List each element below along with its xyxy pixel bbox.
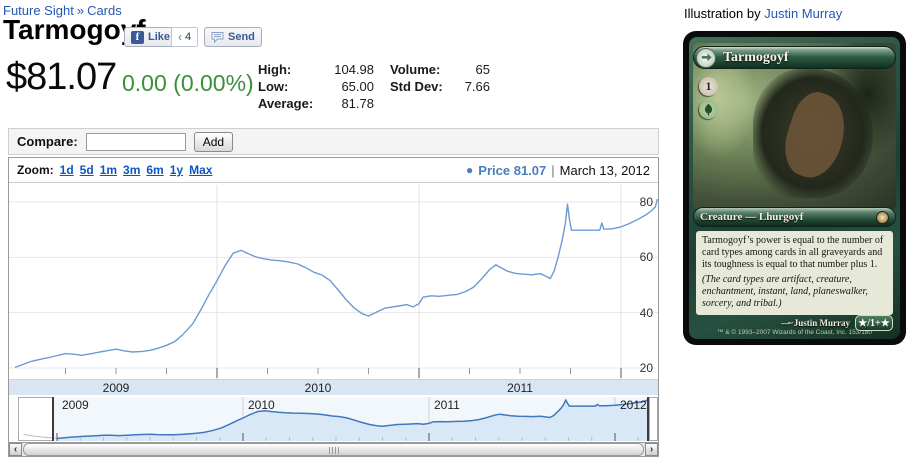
like-count-bubble: ‹ 4: [171, 27, 199, 47]
stat-label: Std Dev:: [390, 79, 443, 94]
stat-label: Volume:: [390, 62, 441, 77]
zoom-range-max[interactable]: Max: [189, 163, 213, 177]
zoom-controls: Zoom: 1d 5d 1m 3m 6m 1y Max: [17, 161, 212, 179]
arrow-icon: [701, 53, 712, 62]
stat-label: Low:: [258, 79, 289, 94]
zoom-range-3m[interactable]: 3m: [123, 163, 141, 177]
card-reminder-text: (The card types are artifact, creature, …: [702, 274, 868, 309]
breadcrumb-cards-link[interactable]: Cards: [87, 3, 122, 18]
set-rarity-icon: [876, 210, 889, 224]
scrollbar-right-arrow-icon[interactable]: ›: [645, 443, 658, 456]
chart-date: March 13, 2012: [559, 162, 650, 178]
generic-mana-icon: 1: [699, 77, 718, 96]
mana-cost: 1: [699, 77, 718, 119]
facebook-send-button[interactable]: Send: [204, 27, 262, 47]
y-axis-label: 40: [639, 305, 653, 320]
y-axis-label: 20: [639, 361, 653, 375]
chart-scrollbar[interactable]: ‹ ›: [9, 442, 658, 456]
page-title: Tarmogoyf: [3, 14, 146, 45]
stat-value: 104.98: [334, 62, 374, 77]
zoom-range-5d[interactable]: 5d: [79, 163, 94, 177]
chart-legend: ● Price 81.07 | March 13, 2012: [466, 163, 650, 178]
scrollbar-thumb[interactable]: [23, 443, 644, 456]
card-type-line: Creature — Lhurgoyf: [700, 211, 804, 223]
green-mana-icon: [699, 100, 718, 119]
speech-bubble-icon: [211, 32, 224, 43]
x-axis-label: 2009: [102, 381, 130, 395]
compare-bar: Compare: Add: [8, 128, 659, 155]
card-image: Tarmogoyf 1 Creature — Lhurgoyf Tarmogoy…: [683, 31, 906, 345]
chart-plot: [9, 185, 658, 441]
price-change: 0.00 (0.00%): [122, 70, 254, 96]
navigator-axis-label: 2010: [248, 398, 275, 412]
x-axis-label: 2010: [304, 381, 332, 395]
stat-label: Average:: [258, 96, 314, 111]
stats-panel: High: 104.98 Volume: 65 Low: 65.00 Std D…: [258, 61, 490, 112]
breadcrumb-set-link[interactable]: Future Sight: [3, 3, 74, 18]
stat-label: High:: [258, 62, 292, 77]
card-art: [693, 43, 896, 209]
like-count: 4: [185, 31, 192, 43]
zoom-range-1m[interactable]: 1m: [99, 163, 118, 177]
add-button[interactable]: Add: [193, 131, 234, 152]
chart-header: Zoom: 1d 5d 1m 3m 6m 1y Max ● Price 81.07 | Mar…: [9, 158, 658, 183]
y-axis-label: 60: [639, 250, 653, 265]
facebook-icon: f: [131, 30, 144, 44]
count-notch-icon: ‹: [178, 30, 182, 44]
legend-separator: |: [551, 162, 555, 178]
artist-brush-icon: —~: [781, 318, 793, 328]
facebook-like-button[interactable]: f Like: [124, 27, 178, 47]
navigator-handle-right[interactable]: [647, 397, 649, 441]
current-price: $81.07: [6, 56, 117, 98]
card-name: Tarmogoyf: [723, 49, 789, 65]
card-artist-credit: —~ Justin Murray: [689, 318, 850, 328]
card-text-box: Tarmogoyf’s power is equal to the number…: [696, 231, 893, 315]
illustration-credit: Illustration by Justin Murray: [684, 6, 842, 21]
stat-value: 65: [475, 62, 490, 77]
card-title-bar: Tarmogoyf: [693, 46, 896, 69]
artist-link[interactable]: Justin Murray: [764, 6, 843, 21]
navigator-axis-label: 2011: [434, 398, 460, 412]
card-rules-text: Tarmogoyf’s power is equal to the number…: [702, 235, 884, 270]
future-sight-set-icon: [696, 47, 716, 68]
navigator-mask-left[interactable]: [18, 397, 53, 441]
power-toughness-box: ★/1+★: [855, 315, 893, 331]
y-axis-label: 80: [639, 194, 653, 209]
zoom-range-1y[interactable]: 1y: [169, 163, 184, 177]
card-copyright: ™ & © 1993–2007 Wizards of the Coast, In…: [716, 329, 873, 336]
stat-value: 81.78: [341, 96, 374, 111]
card-frame: Tarmogoyf 1 Creature — Lhurgoyf Tarmogoy…: [689, 37, 900, 339]
zoom-label: Zoom:: [17, 163, 54, 177]
card-artist-name: Justin Murray: [793, 318, 850, 328]
legend-series-label: Price: [478, 162, 511, 178]
send-label: Send: [228, 31, 255, 43]
x-axis-band: 2009 2010 2011: [9, 379, 658, 395]
x-axis-label: 2011: [507, 381, 533, 395]
compare-label: Compare:: [17, 134, 78, 149]
stat-value: 7.66: [464, 79, 490, 94]
legend-bullet-icon: ●: [466, 163, 474, 177]
card-type-bar: Creature — Lhurgoyf: [693, 207, 896, 227]
price-chart: Zoom: 1d 5d 1m 3m 6m 1y Max ● Price 81.07 | Mar…: [8, 157, 659, 457]
legend-series-value: 81.07: [513, 162, 547, 178]
compare-input[interactable]: [85, 132, 186, 151]
scrollbar-grip-icon: [328, 447, 339, 454]
navigator-axis-label: 2012: [620, 398, 647, 412]
navigator-mask-right[interactable]: [649, 397, 658, 441]
illustration-prefix: Illustration by: [684, 6, 761, 21]
like-label: Like: [148, 31, 171, 43]
navigator-handle-left[interactable]: [52, 397, 54, 441]
zoom-range-6m[interactable]: 6m: [146, 163, 164, 177]
stat-value: 65.00: [341, 79, 374, 94]
breadcrumb-separator: »: [76, 3, 85, 18]
scrollbar-left-arrow-icon[interactable]: ‹: [9, 443, 22, 456]
navigator-axis-label: 2009: [62, 398, 89, 412]
zoom-range-1d[interactable]: 1d: [59, 163, 74, 177]
breadcrumb: Future Sight» Cards: [3, 3, 122, 18]
